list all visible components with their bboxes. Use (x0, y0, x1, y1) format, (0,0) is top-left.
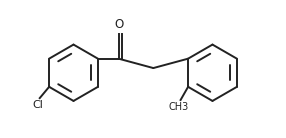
Text: CH3: CH3 (168, 102, 189, 112)
Text: Cl: Cl (32, 100, 43, 110)
Text: O: O (114, 18, 123, 31)
